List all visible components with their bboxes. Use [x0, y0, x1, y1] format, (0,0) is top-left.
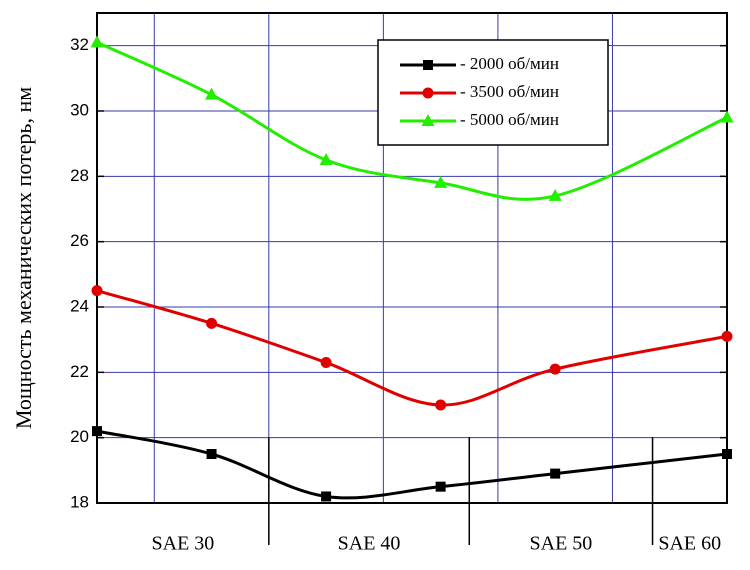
marker — [722, 449, 732, 459]
series-line — [96, 429, 728, 500]
legend-label: - 2000 об/мин — [460, 54, 559, 73]
y-axis-label: Мощность механических потерь, нм — [11, 87, 36, 429]
series-line — [96, 41, 728, 201]
marker — [321, 491, 332, 502]
y-tick-label: 22 — [70, 362, 89, 381]
y-tick-label: 24 — [70, 296, 89, 315]
marker — [91, 285, 103, 297]
group-label: SAE 50 — [530, 533, 593, 555]
legend-symbol — [423, 60, 433, 70]
marker — [320, 357, 332, 369]
y-tick-label: 30 — [70, 100, 89, 119]
group-label: SAE 40 — [338, 533, 401, 555]
legend-label: - 5000 об/мин — [460, 110, 559, 129]
legend-label: - 3500 об/мин — [460, 82, 559, 101]
marker — [435, 399, 447, 411]
legend-marker — [423, 60, 433, 70]
legend-marker — [421, 114, 435, 126]
marker — [319, 153, 333, 165]
plot-frame — [96, 12, 728, 504]
marker — [721, 330, 733, 342]
legend-symbol — [421, 114, 435, 126]
marker — [205, 87, 219, 100]
marker — [90, 35, 104, 48]
y-tick-label: 32 — [70, 35, 89, 54]
marker — [435, 481, 446, 492]
marker — [549, 363, 561, 375]
marker — [548, 188, 562, 201]
y-tick-label: 20 — [70, 427, 89, 446]
series-line — [96, 289, 728, 407]
marker — [720, 110, 734, 123]
marker — [92, 426, 102, 437]
group-label: SAE 30 — [152, 533, 215, 555]
y-tick-label: 18 — [70, 492, 89, 511]
marker — [206, 449, 217, 459]
marker — [206, 317, 218, 329]
marker — [434, 175, 448, 188]
legend-symbol — [422, 87, 434, 99]
y-tick-label: 26 — [70, 231, 89, 250]
group-label: SAE 60 — [658, 533, 721, 555]
y-tick-label: 28 — [70, 166, 89, 185]
legend-marker — [422, 87, 434, 99]
marker — [550, 468, 561, 479]
